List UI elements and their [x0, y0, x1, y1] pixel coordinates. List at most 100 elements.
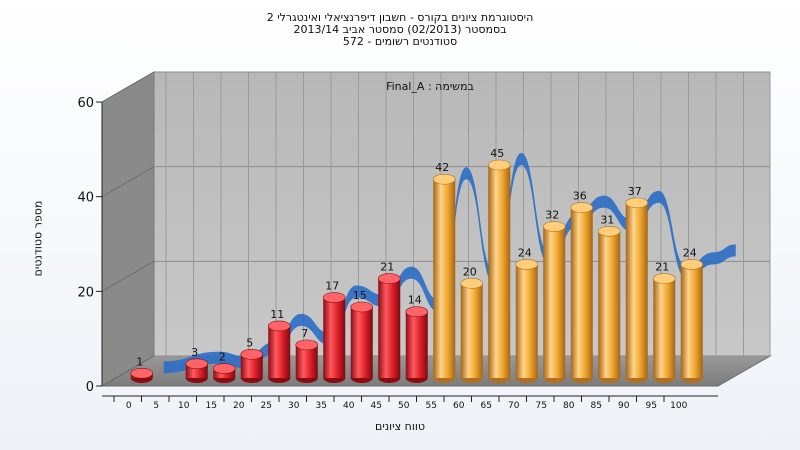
bar-body [350, 307, 373, 378]
bar-value-label: 36 [573, 190, 587, 203]
bar-body [625, 202, 648, 378]
bar-top [267, 320, 291, 332]
bar [652, 273, 676, 383]
bar [350, 301, 374, 383]
bar-value-label: 1 [136, 355, 143, 368]
bar-value-label: 11 [270, 308, 284, 321]
bar [542, 221, 566, 383]
x-tick-label: 70 [508, 401, 520, 411]
bar-top [515, 259, 539, 270]
x-tick-label: 30 [288, 401, 300, 411]
x-tick-label: 90 [618, 401, 630, 411]
bar [432, 173, 456, 383]
bar-top [130, 367, 154, 379]
x-tick-label: 75 [536, 401, 547, 411]
bar-top [322, 292, 346, 303]
bar-value-label: 2 [219, 351, 226, 364]
bar-top [185, 358, 209, 370]
bar-top [240, 349, 264, 360]
bar [487, 159, 511, 383]
bar-body [240, 354, 263, 378]
bar-value-label: 14 [408, 294, 422, 307]
bar-top [625, 197, 649, 209]
x-tick-label: 45 [371, 401, 382, 411]
bar-body [598, 231, 621, 378]
bar-top [460, 278, 484, 289]
bar-value-label: 5 [246, 336, 253, 349]
x-tick-label: 35 [316, 401, 327, 411]
bar-body [405, 311, 428, 378]
y-tick-label: 40 [77, 191, 94, 206]
bar-top [432, 173, 456, 185]
x-tick-label: 95 [646, 401, 657, 411]
bar-top [350, 301, 374, 313]
bar-body [543, 226, 566, 378]
bar [295, 339, 319, 383]
gridline-side [101, 260, 155, 292]
bar-body [570, 207, 593, 378]
y-tick-label: 0 [86, 380, 94, 395]
bar [377, 273, 401, 383]
bar [625, 197, 649, 383]
bar-value-label: 15 [353, 289, 367, 302]
bar-body [268, 325, 291, 378]
panel-label: במשימה : Final_A [386, 80, 474, 93]
x-tick-label: 5 [153, 401, 159, 411]
bar-value-label: 21 [655, 261, 669, 274]
bar-value-label: 42 [435, 161, 449, 174]
y-tick-label: 60 [77, 96, 94, 111]
x-tick-label: 15 [206, 401, 217, 411]
bar [212, 363, 236, 383]
bar-top [295, 339, 319, 351]
bar-body [323, 297, 346, 378]
x-tick-label: 0 [126, 401, 132, 411]
bar [267, 320, 291, 383]
x-tick-label: 60 [453, 401, 465, 411]
bar-value-label: 37 [628, 185, 642, 198]
bar [597, 225, 621, 383]
bar-body [295, 344, 318, 378]
x-tick-label: 85 [591, 401, 602, 411]
bar-top [542, 221, 566, 232]
bar-body [433, 179, 456, 378]
bar-top [405, 306, 429, 318]
x-tick-label: 80 [563, 401, 575, 411]
bar [240, 349, 264, 383]
bar-body [653, 278, 676, 378]
x-tick-label: 65 [481, 401, 492, 411]
bar-value-label: 7 [301, 327, 308, 340]
x-tick-label: 50 [398, 401, 410, 411]
bar [185, 358, 209, 383]
bar-value-label: 31 [600, 213, 614, 226]
x-tick-label: 10 [178, 401, 190, 411]
bar-top [680, 259, 704, 270]
bar-value-label: 20 [463, 265, 477, 278]
bar-top [212, 363, 236, 374]
bar-value-label: 17 [325, 280, 339, 293]
x-tick-label: 100 [670, 401, 687, 411]
bar [460, 278, 484, 383]
bar-value-label: 3 [191, 346, 198, 359]
bar-body [488, 165, 511, 378]
bar [680, 259, 704, 383]
bars [130, 159, 704, 383]
chart-title: היסטוגרמת ציונים בקורס - חשבון דיפרנציאל… [266, 11, 534, 24]
bar [130, 367, 154, 383]
gridline-side [101, 355, 155, 387]
bar-body [378, 278, 401, 378]
bar-value-label: 24 [683, 246, 697, 259]
x-tick-label: 20 [233, 401, 245, 411]
bar-top [652, 273, 676, 284]
gridline-side [101, 166, 155, 198]
chart-subtitle-semester: בסמסטר (02/2013) סמסטר אביב 2013/14 [293, 23, 507, 36]
bar-top [570, 202, 594, 213]
x-axis-label: טווח ציונים [375, 420, 425, 433]
bar-top [597, 225, 621, 237]
y-axis-label: מספר סטודנטים [31, 200, 45, 277]
bar [570, 202, 594, 383]
x-tick-label: 25 [261, 401, 272, 411]
bar-top [487, 159, 511, 171]
